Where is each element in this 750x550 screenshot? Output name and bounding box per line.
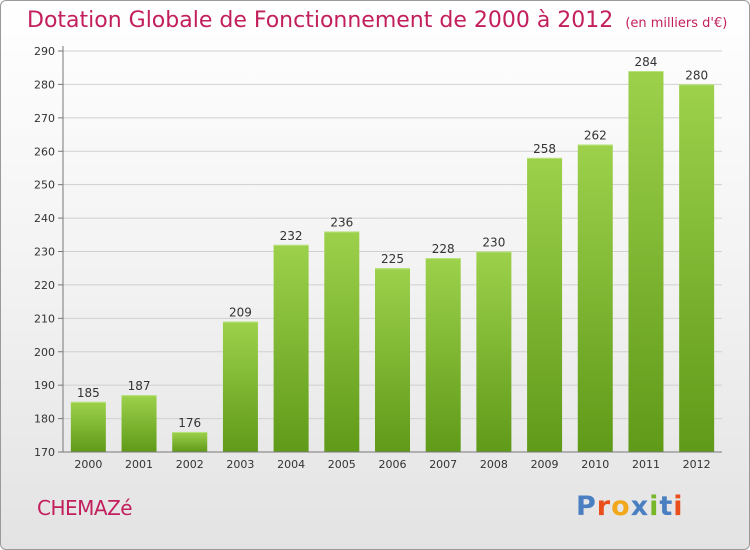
y-tick-label: 170	[34, 446, 55, 459]
bar	[527, 157, 563, 452]
y-tick-label: 290	[34, 45, 55, 58]
x-tick-label: 2009	[531, 458, 559, 471]
bar	[679, 84, 715, 453]
bar	[172, 431, 208, 452]
x-tick-label: 2003	[226, 458, 254, 471]
bar	[628, 71, 664, 453]
logo-letter: i	[673, 491, 684, 522]
x-tick-label: 2006	[379, 458, 407, 471]
y-tick-label: 230	[34, 246, 55, 259]
y-tick-label: 280	[34, 78, 55, 91]
x-tick-label: 2008	[480, 458, 508, 471]
x-tick-label: 2005	[328, 458, 356, 471]
bar	[121, 395, 157, 452]
y-tick-label: 210	[34, 312, 55, 325]
bar	[375, 268, 410, 452]
x-tick-label: 2007	[429, 458, 457, 471]
axes: 170 180 190 200 210 220 230 240 250 260 270 280 290 2…	[34, 45, 722, 471]
bar	[273, 244, 309, 452]
x-tick-label: 2011	[632, 458, 660, 471]
bar	[425, 258, 461, 452]
data-label: 230	[482, 236, 505, 250]
bar	[222, 321, 258, 452]
logo-letter: r	[596, 491, 612, 522]
data-label: 236	[330, 215, 353, 229]
data-label: 280	[685, 68, 708, 82]
logo-letter: t	[659, 491, 674, 522]
data-label: 262	[584, 129, 607, 143]
chart-title-text: Dotation Globale de Fonctionnement de 20…	[27, 8, 614, 33]
bar	[577, 144, 613, 453]
y-tick-label: 220	[34, 279, 55, 292]
chart-unit: (en milliers d'€)	[625, 16, 728, 31]
data-label: 209	[229, 306, 252, 320]
data-label: 225	[381, 252, 404, 266]
y-tick-label: 240	[34, 212, 55, 225]
logo-letter: P	[576, 491, 597, 522]
logo-letter: i	[649, 491, 660, 522]
logo-letter: o	[611, 491, 631, 522]
x-tick-label: 2012	[683, 458, 711, 471]
data-label: 284	[635, 55, 658, 69]
data-label: 258	[533, 142, 556, 156]
data-label: 228	[432, 242, 455, 256]
y-tick-label: 190	[34, 379, 55, 392]
bar	[476, 251, 512, 452]
bar	[324, 231, 360, 452]
data-label: 232	[280, 229, 303, 243]
x-tick-label: 2001	[125, 458, 153, 471]
bar	[70, 401, 106, 452]
data-label: 187	[128, 379, 151, 393]
data-labels: 185 187 176 209 232 236 225 228 230 258 262 284 280	[77, 55, 708, 430]
x-tick-label: 2002	[176, 458, 204, 471]
y-tick-label: 180	[34, 413, 55, 426]
data-label: 176	[178, 416, 201, 430]
bars	[70, 71, 715, 453]
x-tick-label: 2004	[277, 458, 305, 471]
y-tick-label: 270	[34, 112, 55, 125]
y-tick-label: 260	[34, 145, 55, 158]
logo-letter: x	[630, 491, 650, 522]
x-tick-label: 2010	[581, 458, 609, 471]
y-tick-label: 200	[34, 346, 55, 359]
y-tick-label: 250	[34, 179, 55, 192]
x-tick-label: 2000	[74, 458, 102, 471]
data-label: 185	[77, 386, 100, 400]
chart-title: Dotation Globale de Fonctionnement de 20…	[27, 8, 727, 33]
commune-name: CHEMAZé	[37, 496, 133, 520]
proxiti-logo[interactable]: Proxiti	[576, 491, 684, 522]
